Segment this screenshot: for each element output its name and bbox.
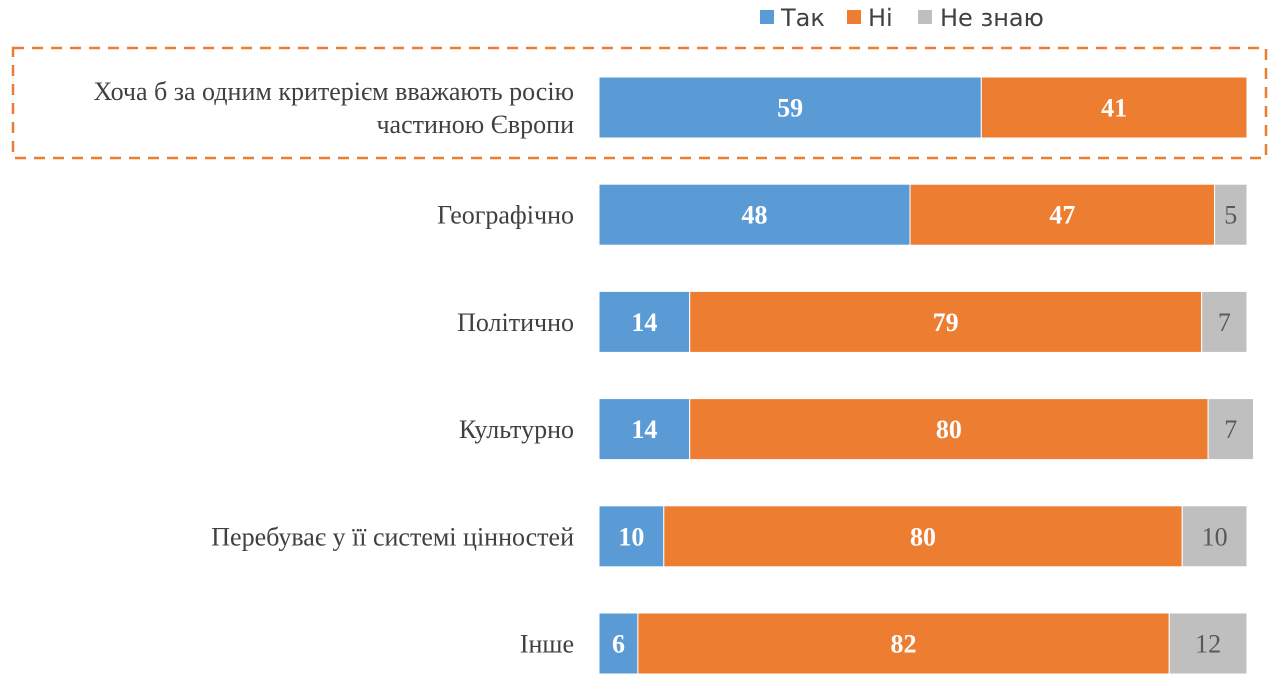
bar-0-0 (598, 76, 982, 139)
bar-1-1 (909, 183, 1216, 246)
bar-label-3-0: 14 (631, 415, 657, 444)
bar-3-2 (1207, 398, 1254, 461)
category-label-0-0: Хоча б за одним критерієм вважають росію (93, 77, 574, 106)
bar-5-2 (1168, 612, 1248, 675)
bar-label-4-0: 10 (618, 522, 644, 551)
category-label-2-0: Політично (457, 308, 574, 337)
category-label-5-0: Інше (520, 630, 574, 659)
bar-label-1-1: 47 (1049, 201, 1075, 230)
category-label-3-0: Культурно (459, 415, 574, 444)
category-label-1-0: Географічно (437, 201, 574, 230)
bar-label-1-2: 5 (1224, 201, 1237, 230)
bar-label-0-0: 59 (777, 94, 803, 123)
category-label-0-1: частиною Європи (376, 110, 574, 139)
bar-1-2 (1214, 183, 1248, 246)
legend-label-0: Так (780, 4, 825, 32)
bar-2-0 (598, 290, 691, 353)
bar-4-1 (663, 505, 1183, 568)
bar-label-5-2: 12 (1195, 630, 1221, 659)
bar-label-4-1: 80 (910, 522, 936, 551)
bar-label-2-0: 14 (631, 308, 657, 337)
bar-label-3-2: 7 (1224, 415, 1237, 444)
bar-label-1-0: 48 (742, 201, 768, 230)
highlight-box (11, 46, 1268, 160)
bar-2-1 (689, 290, 1203, 353)
legend-label-2: Не знаю (940, 4, 1044, 32)
legend-label-1: Ні (868, 4, 893, 32)
bar-0-1 (980, 76, 1248, 139)
bar-4-0 (598, 505, 665, 568)
bar-4-2 (1181, 505, 1248, 568)
bar-label-5-0: 6 (612, 630, 625, 659)
bar-label-2-2: 7 (1218, 308, 1231, 337)
bar-5-1 (637, 612, 1170, 675)
bar-label-5-1: 82 (891, 630, 917, 659)
legend-swatch-2 (918, 10, 932, 24)
bar-label-3-1: 80 (936, 415, 962, 444)
bar-5-0 (598, 612, 639, 675)
bar-2-2 (1201, 290, 1248, 353)
bar-label-2-1: 79 (933, 308, 959, 337)
legend-swatch-1 (847, 10, 861, 24)
category-label-4-0: Перебуває у її системі цінностей (211, 522, 574, 551)
bar-label-0-1: 41 (1101, 94, 1127, 123)
bar-3-0 (598, 398, 691, 461)
legend-swatch-0 (760, 10, 774, 24)
bar-label-4-2: 10 (1202, 522, 1228, 551)
bar-3-1 (689, 398, 1209, 461)
